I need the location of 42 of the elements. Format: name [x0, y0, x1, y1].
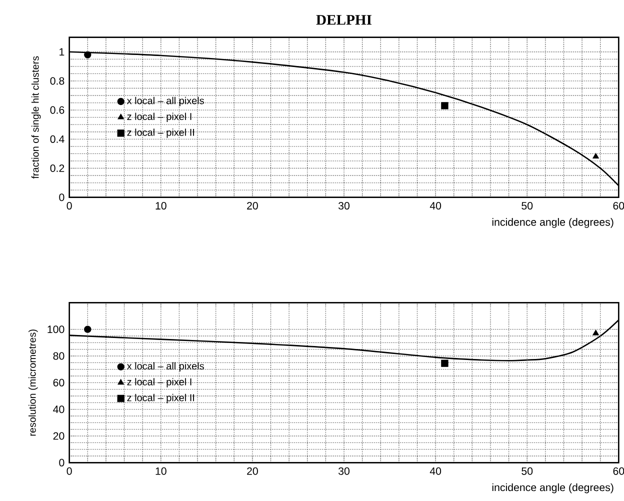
y-tick-label: 80 [53, 352, 64, 360]
x-tick-label: 20 [247, 202, 258, 210]
x-tick-label: 60 [613, 467, 624, 475]
x-tick-label: 50 [522, 202, 533, 210]
x-tick-label: 50 [522, 467, 533, 475]
y-tick-label: 0 [59, 458, 64, 466]
point [592, 153, 599, 159]
x-axis-title: incidence angle (degrees) [492, 218, 614, 228]
x-tick-label: 30 [338, 467, 350, 475]
y-tick-label: 40 [53, 406, 64, 414]
y-tick-label: 0.6 [50, 106, 64, 114]
point [441, 360, 448, 367]
x-tick-label: 0 [66, 202, 72, 210]
y-tick-label: 0.8 [50, 77, 64, 85]
y-tick-label: 20 [53, 432, 64, 440]
y-axis-title: resolution (micrometres) [28, 330, 38, 436]
point [441, 102, 448, 110]
x-tick-label: 30 [338, 202, 350, 210]
legend-label: x local – all pixels [126, 362, 204, 372]
y-tick-label: 0 [59, 194, 64, 202]
y-axis-title: fraction of single hit clusters [31, 56, 41, 179]
x-tick-label: 10 [156, 467, 166, 475]
x-axis-title: incidence angle (degrees) [492, 483, 614, 494]
y-tick-label: 100 [48, 326, 64, 334]
y-tick-label: 60 [53, 378, 64, 386]
legend-label: z local – pixel I [127, 112, 192, 122]
point [84, 326, 92, 333]
y-tick-label: 0.2 [50, 164, 64, 172]
point [592, 330, 599, 336]
x-tick-label: 40 [430, 202, 442, 210]
x-tick-label: 10 [156, 202, 166, 210]
x-tick-label: 0 [66, 467, 72, 475]
y-tick-label: 0.4 [50, 135, 64, 143]
legend-label: z local – pixel II [127, 394, 194, 404]
legend-label: x local – all pixels [126, 96, 204, 106]
x-tick-label: 40 [430, 467, 442, 475]
x-tick-label: 20 [247, 467, 258, 475]
x-tick-label: 60 [613, 202, 624, 210]
chart-title: DELPHI [316, 15, 372, 25]
y-tick-label: 1 [60, 48, 64, 56]
point [84, 51, 92, 58]
legend-label: z local – pixel II [127, 128, 194, 138]
